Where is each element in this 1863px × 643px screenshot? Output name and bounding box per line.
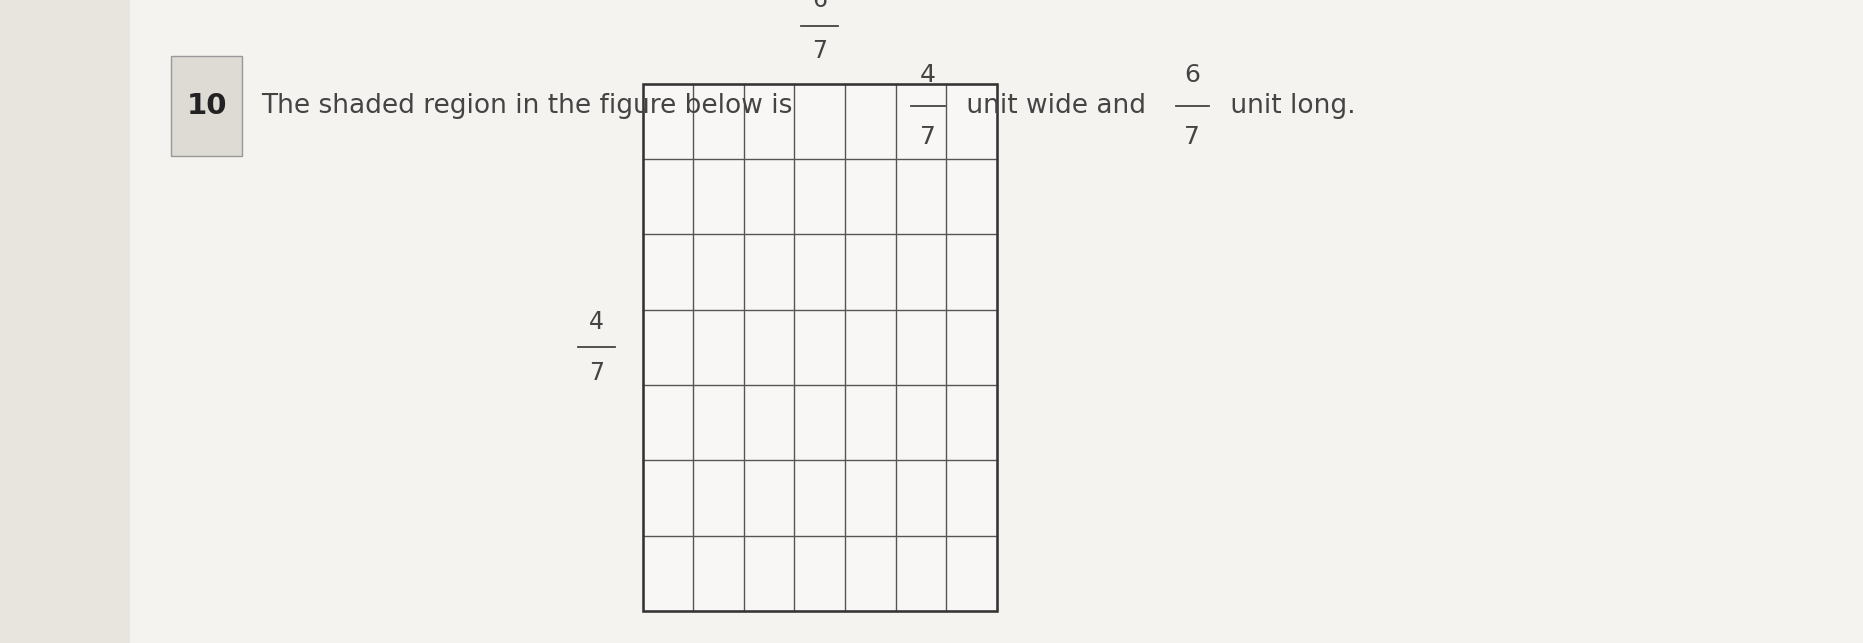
Bar (794, 84, 846, 159)
Bar (643, 234, 693, 309)
Bar (693, 460, 743, 536)
Bar (946, 309, 997, 385)
Bar (946, 159, 997, 234)
Bar (794, 309, 846, 385)
Bar (846, 84, 896, 159)
Bar (896, 234, 946, 309)
Bar (743, 385, 794, 460)
Bar (643, 536, 693, 611)
Bar (846, 234, 896, 309)
Bar (794, 536, 846, 611)
Bar (743, 84, 794, 159)
Text: 7: 7 (589, 361, 604, 385)
Bar (896, 309, 946, 385)
Bar (946, 84, 997, 159)
Bar (794, 385, 846, 460)
Bar (643, 84, 997, 611)
Bar (794, 460, 846, 536)
Bar (743, 234, 794, 309)
Bar (693, 234, 743, 309)
Text: 6: 6 (1185, 63, 1200, 87)
Bar (846, 460, 896, 536)
Text: 4: 4 (589, 309, 604, 334)
Bar (846, 536, 896, 611)
Bar (743, 309, 794, 385)
Bar (946, 536, 997, 611)
Bar (896, 536, 946, 611)
Bar (846, 309, 896, 385)
Bar (643, 159, 693, 234)
Bar (946, 460, 997, 536)
Bar (743, 536, 794, 611)
Bar (643, 84, 693, 159)
Text: 7: 7 (812, 39, 827, 64)
Text: The shaded region in the figure below is: The shaded region in the figure below is (261, 93, 792, 119)
Bar (643, 460, 693, 536)
Bar (846, 385, 896, 460)
Text: 4: 4 (920, 63, 935, 87)
Bar (896, 460, 946, 536)
FancyBboxPatch shape (171, 56, 242, 156)
Bar (693, 385, 743, 460)
Text: unit long.: unit long. (1222, 93, 1356, 119)
Bar (946, 234, 997, 309)
Text: 10: 10 (186, 92, 227, 120)
Bar (693, 309, 743, 385)
Bar (794, 159, 846, 234)
Text: 7: 7 (1185, 125, 1200, 149)
Bar (693, 84, 743, 159)
Bar (743, 460, 794, 536)
Bar (794, 234, 846, 309)
Text: unit wide and: unit wide and (958, 93, 1146, 119)
Bar (896, 159, 946, 234)
Bar (946, 385, 997, 460)
Bar (743, 159, 794, 234)
Bar (896, 84, 946, 159)
Bar (643, 309, 693, 385)
Text: 6: 6 (812, 0, 827, 12)
Bar (643, 385, 693, 460)
Bar (693, 536, 743, 611)
Bar (846, 159, 896, 234)
Bar (896, 385, 946, 460)
Text: 7: 7 (920, 125, 935, 149)
Bar (693, 159, 743, 234)
